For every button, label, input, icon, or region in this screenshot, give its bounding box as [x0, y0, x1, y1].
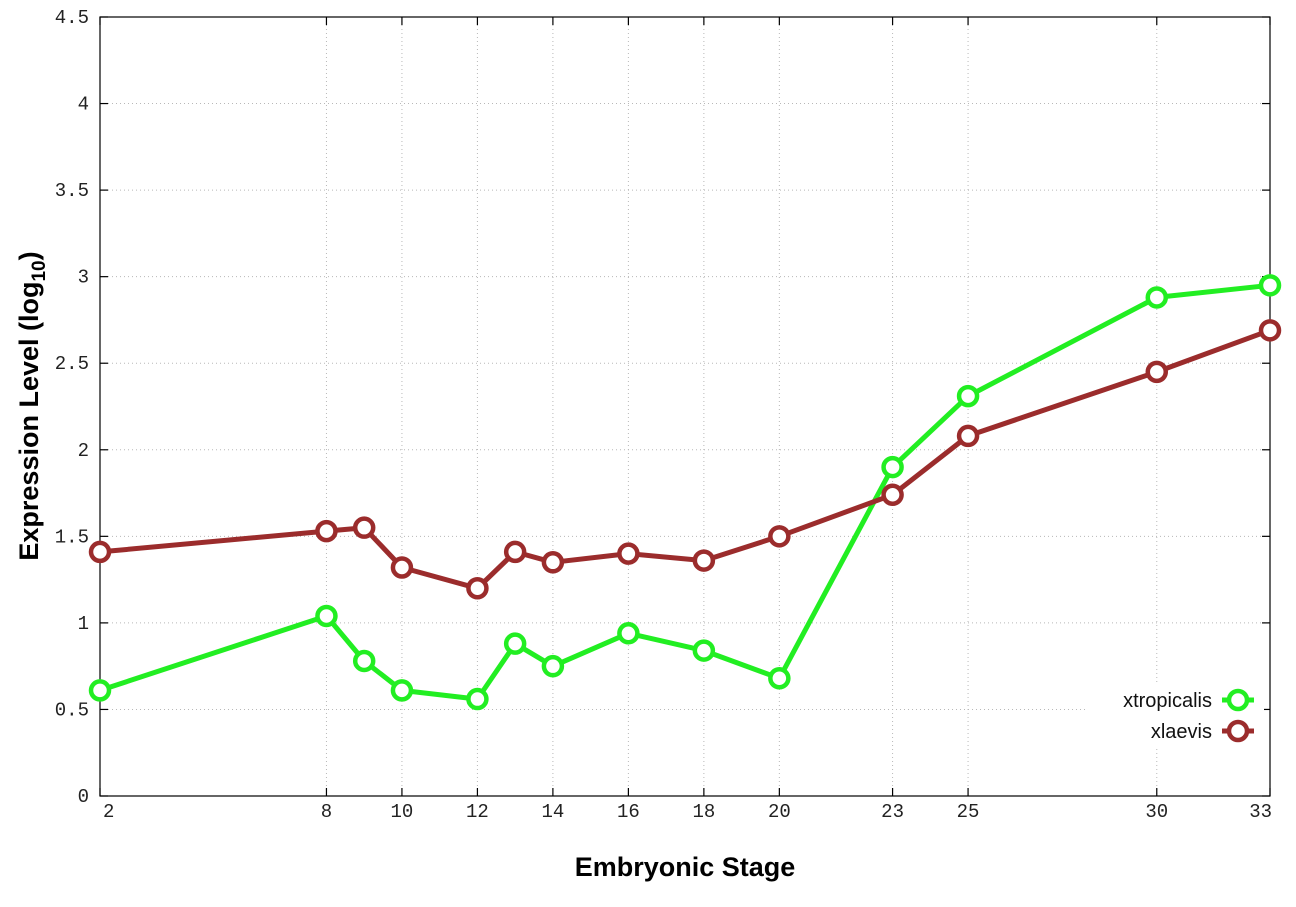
y-axis-title: Expression Level (log10): [14, 251, 50, 560]
data-point-xlaevis: [503, 540, 527, 564]
legend-marker-xtropicalis: [1226, 688, 1250, 712]
y-tick-label: 2.5: [55, 353, 89, 375]
x-tick-label: 14: [541, 801, 564, 823]
grid: [100, 17, 1270, 796]
data-point-xlaevis: [315, 519, 338, 543]
y-tick-label: 0: [78, 786, 89, 808]
legend: xtropicalis xlaevis: [1088, 682, 1264, 746]
x-tick-label: 25: [957, 801, 980, 823]
plot-frame: [99, 16, 1271, 797]
data-point-xtropicalis: [88, 679, 112, 702]
series-xtropicalis: [88, 274, 1282, 711]
data-point-xlaevis: [617, 542, 640, 565]
series-xlaevis: [88, 319, 1282, 600]
y-tick-label: 1: [78, 613, 89, 635]
x-axis-title: Embryonic Stage: [575, 852, 796, 882]
x-tick-label: 20: [768, 801, 791, 823]
y-axis-title-main: Expression Level (log: [14, 282, 44, 561]
legend-label-xlaevis: xlaevis: [1151, 721, 1212, 743]
x-tick-label: 10: [391, 801, 414, 823]
y-axis-title-close: ): [14, 251, 44, 260]
y-tick-label: 2: [78, 440, 89, 462]
data-point-xtropicalis: [881, 455, 904, 479]
data-point-xtropicalis: [1258, 274, 1282, 297]
data-point-xlaevis: [768, 525, 791, 548]
data-point-xlaevis: [466, 577, 489, 600]
x-tick-label: 33: [1249, 801, 1272, 823]
x-tick-label: 30: [1145, 801, 1168, 823]
x-tick-label: 2: [103, 801, 114, 823]
x-tick-label: 8: [321, 801, 332, 823]
y-tick-label: 4: [78, 94, 89, 116]
y-tick-label: 4.5: [55, 7, 89, 29]
y-axis-title-subscript: 10: [29, 260, 50, 281]
data-point-xtropicalis: [617, 622, 640, 645]
legend-marker-xlaevis: [1226, 719, 1250, 743]
data-point-xlaevis: [88, 540, 112, 564]
x-tick-labels: 2 8 10 12 14 16 18 20 23 25 30 33: [103, 801, 1272, 823]
data-point-xtropicalis: [768, 667, 791, 690]
data-point-xtropicalis: [1145, 286, 1169, 309]
series-line-xtropicalis: [99, 282, 1271, 702]
y-tick-labels: 0 0.5 1 1.5 2 2.5 3 3.5 4 4.5: [55, 7, 89, 808]
data-point-xlaevis: [956, 424, 980, 448]
legend-label-xtropicalis: xtropicalis: [1123, 690, 1212, 712]
x-tick-label: 16: [617, 801, 640, 823]
data-point-xtropicalis: [352, 649, 376, 673]
data-point-xlaevis: [1258, 319, 1282, 342]
data-point-xtropicalis: [503, 632, 527, 655]
data-point-xlaevis: [390, 556, 414, 579]
data-point-xtropicalis: [692, 639, 716, 662]
data-point-xlaevis: [541, 551, 565, 574]
data-point-xlaevis: [692, 549, 716, 572]
y-tick-label: 3.5: [55, 180, 89, 202]
x-tick-label: 23: [881, 801, 904, 823]
y-tick-label: 0.5: [55, 699, 89, 721]
data-point-xtropicalis: [541, 654, 565, 678]
data-point-xtropicalis: [956, 384, 980, 408]
data-point-xlaevis: [881, 483, 904, 507]
data-point-xtropicalis: [466, 687, 489, 711]
x-tick-label: 12: [466, 801, 489, 823]
y-tick-label: 3: [78, 267, 89, 289]
x-tick-label: 18: [692, 801, 715, 823]
y-tick-label: 1.5: [55, 526, 89, 548]
data-point-xtropicalis: [315, 604, 338, 628]
data-point-xlaevis: [1145, 360, 1169, 384]
axis-ticks: [99, 16, 1271, 797]
data-point-xtropicalis: [390, 679, 414, 702]
series-line-xlaevis: [99, 327, 1271, 591]
data-point-xlaevis: [352, 516, 376, 539]
series: [88, 274, 1282, 711]
